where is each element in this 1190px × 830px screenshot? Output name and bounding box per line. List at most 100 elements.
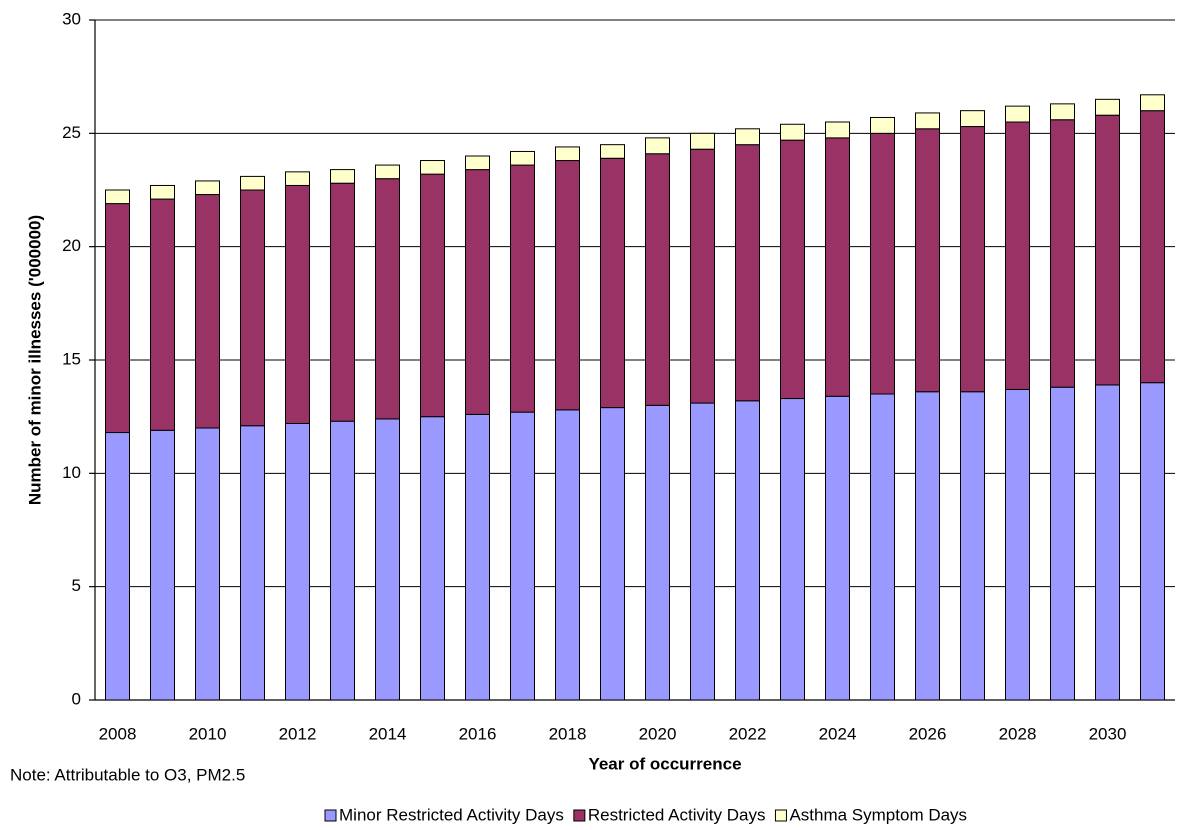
bar-segment: [375, 178, 400, 420]
bar-segment: [1140, 382, 1165, 701]
bar-segment: [420, 173, 445, 418]
bar-segment: [375, 164, 400, 180]
x-tick-label: 2028: [999, 724, 1037, 743]
bar-segment: [420, 416, 445, 701]
bar-segment: [1140, 94, 1165, 112]
legend-swatch: [774, 809, 787, 822]
bar-segment: [195, 194, 220, 429]
x-tick-label: 2012: [279, 724, 317, 743]
bar-segment: [915, 112, 940, 130]
bar-segment: [510, 411, 535, 701]
x-tick-label: 2018: [549, 724, 587, 743]
bar-segment: [960, 391, 985, 701]
bar-segment: [465, 155, 490, 171]
x-tick-label: 2014: [369, 724, 407, 743]
bar-segment: [825, 137, 850, 397]
bar-segment: [870, 393, 895, 701]
bar-segment: [870, 116, 895, 134]
bar-segment: [735, 144, 760, 402]
bar-segment: [600, 144, 625, 159]
bar-segment: [645, 153, 670, 406]
bar-segment: [150, 429, 175, 701]
bar-segment: [150, 184, 175, 200]
bar-segment: [1095, 114, 1120, 386]
bar-segment: [825, 121, 850, 139]
bar-segment: [330, 169, 355, 184]
x-tick-label: 2024: [819, 724, 857, 743]
x-tick-label: 2020: [639, 724, 677, 743]
bar-segment: [1140, 110, 1165, 384]
bar-segment: [195, 427, 220, 701]
bar-segment: [690, 402, 715, 701]
bar-segment: [780, 123, 805, 141]
bar-segment: [645, 137, 670, 155]
legend-label: Restricted Activity Days: [588, 805, 766, 824]
x-tick-label: 2026: [909, 724, 947, 743]
bar-segment: [330, 420, 355, 701]
bar-segment: [510, 164, 535, 413]
bar-segment: [1005, 388, 1030, 701]
x-axis-title: Year of occurrence: [588, 754, 741, 773]
bar-segment: [1005, 105, 1030, 123]
x-tick-label: 2030: [1089, 724, 1127, 743]
y-tick-label: 15: [62, 349, 81, 368]
bar-segment: [690, 132, 715, 150]
bar-segment: [285, 171, 310, 186]
y-tick-label: 20: [62, 236, 81, 255]
bar-segment: [960, 110, 985, 128]
bar-segment: [195, 180, 220, 196]
bar-segment: [285, 422, 310, 701]
y-tick-label: 0: [72, 689, 81, 708]
legend-label: Minor Restricted Activity Days: [339, 805, 564, 824]
bar-segment: [150, 198, 175, 431]
y-tick-label: 10: [62, 463, 81, 482]
x-tick-label: 2022: [729, 724, 767, 743]
bar-segment: [105, 432, 130, 701]
bar-segment: [645, 404, 670, 701]
y-tick-label: 25: [62, 123, 81, 142]
bar-segment: [1050, 119, 1075, 388]
bar-segment: [735, 400, 760, 701]
bar-segment: [1095, 384, 1120, 701]
bar-segment: [510, 150, 535, 166]
bar-segment: [915, 128, 940, 393]
bar-segment: [330, 182, 355, 422]
bar-segment: [1095, 98, 1120, 116]
bar-segment: [240, 189, 265, 427]
bar-segment: [1005, 121, 1030, 390]
bar-segment: [780, 398, 805, 701]
x-tick-label: 2016: [459, 724, 497, 743]
legend-swatch: [324, 809, 337, 822]
x-tick-label: 2008: [99, 724, 137, 743]
bar-segment: [870, 132, 895, 395]
bar-segment: [285, 184, 310, 424]
bar-segment: [465, 413, 490, 701]
bar-segment: [465, 169, 490, 415]
bar-segment: [690, 148, 715, 404]
bar-segment: [105, 189, 130, 205]
bar-segment: [555, 409, 580, 701]
bar-segment: [780, 139, 805, 400]
y-tick-label: 5: [72, 576, 81, 595]
bar-segment: [555, 160, 580, 411]
y-tick-label: 30: [62, 9, 81, 28]
x-tick-label: 2010: [189, 724, 227, 743]
bar-segment: [375, 418, 400, 701]
legend-label: Asthma Symptom Days: [789, 805, 967, 824]
legend-swatch: [573, 809, 586, 822]
bar-segment: [105, 203, 130, 434]
note: Note: Attributable to O3, PM2.5: [10, 765, 245, 784]
bar-segment: [420, 160, 445, 175]
bar-segment: [555, 146, 580, 162]
bar-segment: [1050, 103, 1075, 121]
bar-segment: [240, 175, 265, 191]
bar-segment: [1050, 386, 1075, 701]
bar-segment: [825, 395, 850, 701]
bar-segment: [600, 157, 625, 409]
y-axis-title: Number of minor illnesses ('000000): [25, 215, 44, 505]
bar-segment: [735, 128, 760, 146]
bar-segment: [960, 126, 985, 393]
bar-segment: [600, 407, 625, 701]
bar-segment: [240, 425, 265, 701]
